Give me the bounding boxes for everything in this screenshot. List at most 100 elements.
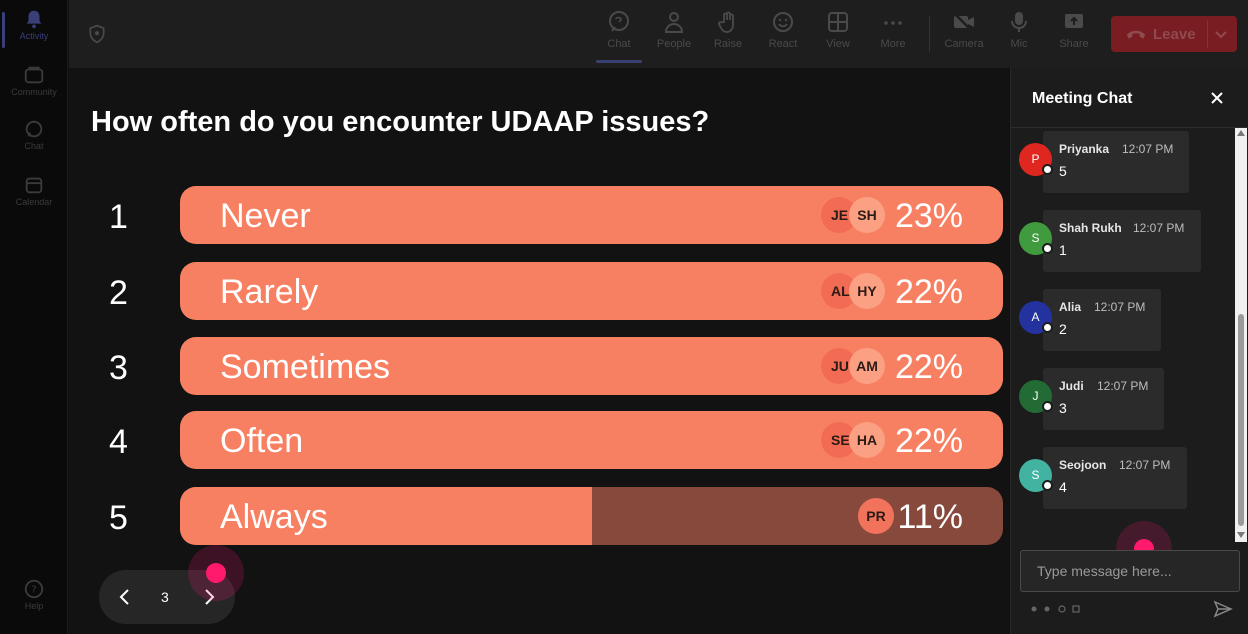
option-label: Sometimes: [220, 348, 391, 386]
toolbar-mic-button[interactable]: Mic: [992, 10, 1046, 50]
toolbar-people-button[interactable]: People: [647, 10, 701, 50]
option-label: Always: [220, 498, 328, 536]
toolbar-chat-button[interactable]: Chat: [592, 10, 646, 63]
poll-option-row: 2 Rarely AL HY 22%: [69, 262, 1009, 320]
option-percent: 11%: [897, 498, 963, 536]
page-number: 3: [161, 589, 169, 605]
poll-option-row: 1 Never JE SH 23%: [69, 186, 1009, 244]
avatar: S: [1019, 459, 1053, 492]
sender-name: Priyanka: [1059, 142, 1110, 156]
message-input[interactable]: [1020, 550, 1240, 592]
option-bar: Always PR 11%: [180, 487, 1003, 545]
voter-avatar: SH: [849, 197, 885, 233]
toolbar-share-button[interactable]: Share: [1047, 10, 1101, 50]
toolbar-label: More: [880, 38, 906, 50]
message-bubble: Priyanka 12:07 PM 5: [1043, 131, 1189, 193]
option-bar: Sometimes JU AM 22%: [180, 337, 1003, 395]
toolbar-label: View: [826, 38, 850, 50]
people-icon: [664, 12, 684, 33]
option-fill: [180, 487, 592, 545]
message-text: 1: [1059, 242, 1067, 258]
avatar-initial: S: [1031, 231, 1040, 245]
meeting-chat-panel: Meeting Chat Priyanka 12:07 PM 5 P Shah …: [1010, 68, 1248, 634]
chevron-down-icon[interactable]: [1213, 26, 1229, 42]
voter-avatar: HY: [849, 273, 885, 309]
rail-item-label: Help: [24, 601, 44, 611]
share-icon: [1065, 14, 1083, 28]
chat-icon: [25, 120, 43, 138]
toolbar-label: React: [768, 38, 798, 50]
rail-item-label: Calendar: [15, 197, 53, 207]
close-icon[interactable]: [1209, 90, 1225, 106]
message-time: 12:07 PM: [1133, 221, 1185, 235]
scroll-up-arrow[interactable]: [1237, 130, 1245, 136]
message-bubble: Alia 12:07 PM 2: [1043, 289, 1161, 351]
status-dot: [1042, 322, 1053, 333]
message-text: 2: [1059, 321, 1067, 337]
leave-label: Leave: [1153, 26, 1196, 43]
option-bar: Never JE SH 23%: [180, 186, 1003, 244]
toolbar-label: Camera: [944, 38, 984, 50]
chevron-left-icon[interactable]: [115, 587, 135, 607]
chat-icon: [609, 11, 629, 32]
toolbar-raise-button[interactable]: Raise: [701, 10, 755, 50]
option-percent: 22%: [894, 422, 963, 460]
message-time: 12:07 PM: [1097, 379, 1149, 393]
message-bubble: Judi 12:07 PM 3: [1043, 368, 1164, 430]
scrollbar-thumb[interactable]: [1238, 314, 1244, 526]
bell-icon: [26, 10, 42, 29]
hang-up-icon: [1126, 30, 1146, 39]
sender-name: Judi: [1059, 379, 1084, 393]
scroll-down-arrow[interactable]: [1237, 532, 1245, 538]
rail-item-chat[interactable]: Chat: [0, 118, 68, 151]
svg-text:?: ?: [31, 585, 36, 596]
option-label: Rarely: [220, 273, 319, 311]
option-percent: 23%: [894, 197, 963, 235]
toolbar-label: People: [656, 38, 692, 50]
rail-item-help[interactable]: ? Help: [0, 578, 68, 611]
rail-item-activity[interactable]: Activity: [0, 8, 68, 48]
poll-option-row: 4 Often SE HA 22%: [69, 411, 1009, 469]
status-dot: [1042, 401, 1053, 412]
option-percent: 22%: [894, 273, 963, 311]
avatar: A: [1019, 301, 1053, 334]
toolbar-more-button[interactable]: More: [866, 10, 920, 50]
rail-item-calendar[interactable]: Calendar: [0, 174, 68, 207]
option-bar: Often SE HA 22%: [180, 411, 1003, 469]
react-icon: [773, 12, 793, 32]
avatar-initial: A: [1031, 310, 1040, 324]
poll-option-row: 5 Always PR 11%: [69, 487, 1009, 545]
voter-avatar: AM: [849, 348, 885, 384]
toolbar-react-button[interactable]: React: [756, 10, 810, 50]
meeting-toolbar: Chat People Raise React View More Camera…: [69, 0, 1248, 68]
send-icon[interactable]: [1213, 599, 1233, 619]
toolbar-view-button[interactable]: View: [811, 10, 865, 50]
toolbar-label: Mic: [1010, 38, 1028, 50]
message-time: 12:07 PM: [1122, 142, 1174, 156]
formatting-icons[interactable]: [1031, 603, 1091, 615]
raise-hand-icon: [718, 11, 734, 33]
chevron-right-icon[interactable]: [199, 587, 219, 607]
rail-item-community[interactable]: Community: [0, 64, 68, 97]
message-bubble: Seojoon 12:07 PM 4: [1043, 447, 1187, 509]
message-time: 12:07 PM: [1094, 300, 1146, 314]
message-bubble: Shah Rukh 12:07 PM 1: [1043, 210, 1201, 272]
toolbar-label: Raise: [713, 38, 743, 50]
option-number: 4: [109, 423, 128, 461]
pointer-indicator: [188, 545, 244, 601]
message-text: 4: [1059, 479, 1067, 495]
avatar: P: [1019, 143, 1053, 176]
rail-item-label: Chat: [24, 141, 44, 151]
poll-question: How often do you encounter UDAAP issues?: [91, 106, 710, 138]
toolbar-camera-button[interactable]: Camera: [937, 10, 991, 50]
view-icon: [828, 12, 848, 32]
leave-button[interactable]: Leave: [1111, 16, 1237, 52]
shield-icon[interactable]: [87, 24, 107, 44]
help-icon: ?: [24, 579, 44, 599]
toolbar-label: Share: [1059, 38, 1089, 50]
option-number: 5: [109, 499, 128, 537]
chat-scrollbar[interactable]: [1235, 128, 1247, 542]
option-number: 2: [109, 274, 128, 312]
poll-option-row: 3 Sometimes JU AM 22%: [69, 337, 1009, 395]
option-number: 3: [109, 349, 128, 387]
